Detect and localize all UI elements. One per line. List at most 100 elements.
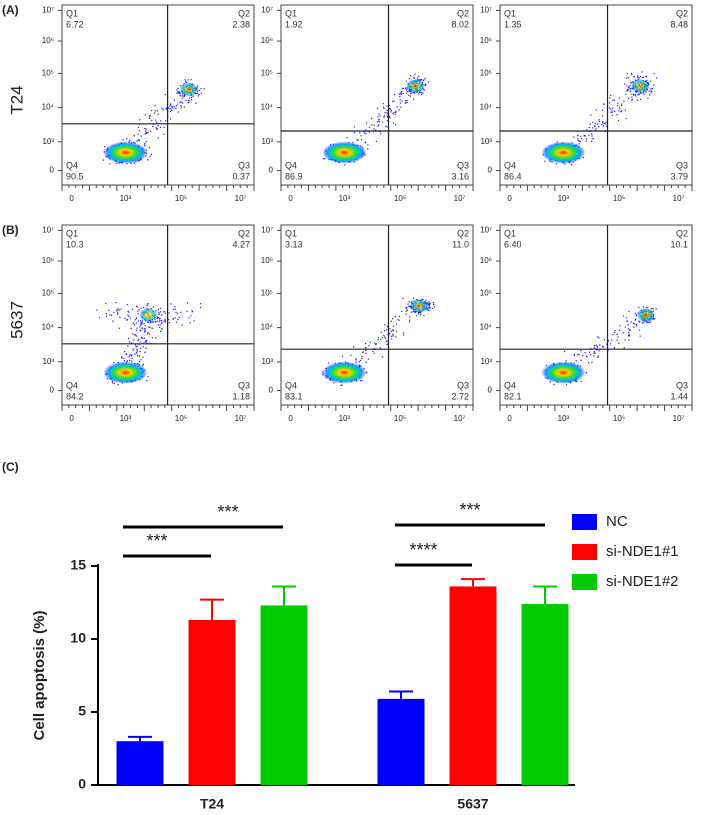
event-dot <box>628 328 630 330</box>
event-dot <box>635 314 637 316</box>
event-dot <box>390 109 392 111</box>
event-dot <box>111 382 114 384</box>
event-dot <box>650 90 652 92</box>
bar <box>377 698 425 785</box>
event-dot <box>152 306 154 308</box>
event-dot <box>419 91 421 93</box>
quadrant-name: Q1 <box>66 228 78 238</box>
event-dot <box>132 348 134 350</box>
x-tick-label: 10⁷ <box>454 414 466 423</box>
y-tick-label: 10 <box>70 630 86 646</box>
event-dot <box>401 87 404 89</box>
event-dot <box>164 120 167 122</box>
event-dot <box>177 92 179 94</box>
event-dot <box>580 349 582 352</box>
event-dot <box>138 140 141 142</box>
event-dot <box>635 318 637 320</box>
event-dot <box>176 321 178 323</box>
event-dot <box>198 93 200 96</box>
event-dot <box>128 355 130 358</box>
event-dot <box>149 117 151 119</box>
y-tick-label: 10⁴ <box>480 323 493 332</box>
event-dot <box>149 130 152 132</box>
event-dot <box>409 95 412 97</box>
event-dot <box>142 346 144 348</box>
event-dot <box>159 307 162 309</box>
x-tick-label: 0 <box>69 194 74 203</box>
event-dot <box>193 320 195 322</box>
event-dot <box>639 76 642 78</box>
quadrant-value: 2.38 <box>232 19 250 29</box>
event-dot <box>144 330 146 332</box>
event-dot <box>392 122 395 124</box>
event-dot <box>634 312 636 314</box>
event-dot <box>181 324 183 326</box>
event-dot <box>155 310 157 312</box>
event-dot <box>643 321 645 324</box>
event-dot <box>137 320 139 322</box>
event-dot <box>429 307 431 309</box>
event-dot <box>628 329 631 331</box>
event-dot <box>638 306 640 309</box>
event-dot <box>616 339 618 341</box>
event-dot <box>384 324 386 326</box>
row-label: 5637 <box>7 301 26 339</box>
event-dot <box>649 94 651 96</box>
event-dot <box>113 311 115 314</box>
quadrant-name: Q1 <box>504 228 516 238</box>
event-dot <box>169 110 172 113</box>
event-dot <box>428 309 430 311</box>
event-dot <box>378 124 380 126</box>
event-dot <box>377 337 380 339</box>
event-dot <box>173 99 176 101</box>
x-tick-label: 10³ <box>558 194 570 203</box>
event-dot <box>138 355 140 357</box>
event-dot <box>155 119 157 121</box>
y-tick-label: 10⁶ <box>261 256 273 265</box>
event-dot <box>618 329 620 331</box>
quadrant-value: 8.02 <box>451 19 469 29</box>
event-dot <box>416 77 418 79</box>
event-dot <box>375 343 378 345</box>
event-dot <box>157 125 159 127</box>
event-dot <box>419 78 421 81</box>
event-dot <box>423 79 425 81</box>
event-dot <box>356 139 358 141</box>
event-dot <box>420 93 423 96</box>
event-dot <box>174 106 176 108</box>
event-dot <box>197 95 199 97</box>
event-dot <box>651 87 653 90</box>
event-dot <box>638 77 640 79</box>
event-dot <box>177 111 179 113</box>
event-dot <box>360 135 362 137</box>
event-dot <box>125 353 127 355</box>
event-dot <box>135 317 137 319</box>
event-dot <box>138 309 140 311</box>
quadrant-value: 1.92 <box>285 19 303 29</box>
event-dot <box>625 117 627 120</box>
event-dot <box>112 320 114 322</box>
legend-swatch <box>572 544 597 560</box>
event-dot <box>585 371 587 374</box>
event-dot <box>197 92 199 94</box>
event-dot <box>137 310 139 312</box>
event-dot <box>393 94 396 96</box>
event-dot <box>132 322 134 324</box>
event-dot <box>138 360 140 363</box>
y-tick-label: 10⁷ <box>42 6 54 15</box>
event-dot <box>377 120 379 123</box>
event-dot <box>372 350 374 352</box>
event-dot <box>593 355 595 357</box>
event-dot <box>429 302 431 304</box>
event-dot <box>165 312 167 314</box>
event-dot <box>177 87 179 90</box>
event-dot <box>617 336 619 338</box>
event-dot <box>629 85 631 87</box>
bar <box>188 620 236 785</box>
event-dot <box>595 344 597 346</box>
event-dot <box>618 110 620 112</box>
event-dot <box>398 109 400 111</box>
event-dot <box>607 349 609 351</box>
event-dot <box>386 126 388 128</box>
event-dot <box>377 339 379 341</box>
